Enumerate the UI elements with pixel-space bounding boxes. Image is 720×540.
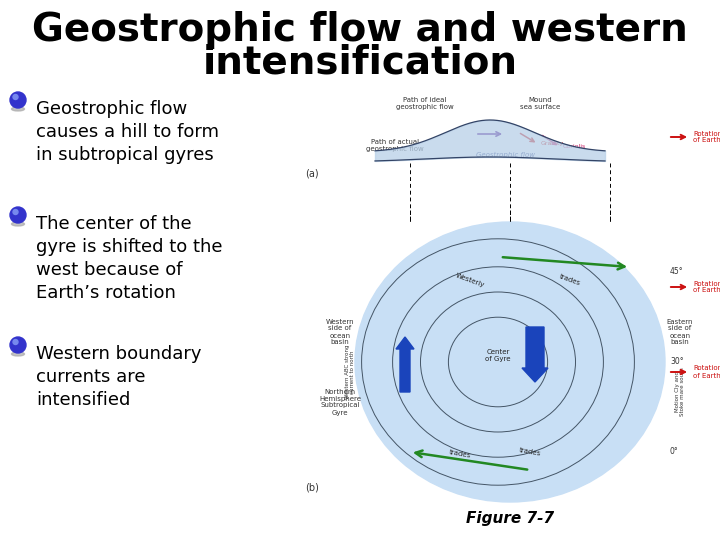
Text: Geostrophic flow and western: Geostrophic flow and western — [32, 11, 688, 49]
Text: trades: trades — [449, 449, 472, 459]
Text: Path of actual
geostrophic flow: Path of actual geostrophic flow — [366, 139, 424, 152]
Text: Westerly: Westerly — [455, 272, 485, 288]
Text: Path of ideal
geostrophic flow: Path of ideal geostrophic flow — [396, 97, 454, 110]
Circle shape — [10, 92, 26, 108]
Text: trades: trades — [559, 273, 582, 287]
Text: Rotation
of Earth: Rotation of Earth — [693, 366, 720, 379]
Circle shape — [13, 94, 18, 99]
Text: (b): (b) — [305, 483, 319, 493]
Text: Western
side of
ocean
basin: Western side of ocean basin — [325, 319, 354, 346]
Text: (a): (a) — [305, 169, 319, 179]
Text: trades: trades — [518, 447, 541, 457]
Text: Coriolis: Coriolis — [563, 145, 586, 150]
Text: Rotation
of Earth: Rotation of Earth — [693, 131, 720, 144]
Circle shape — [13, 340, 18, 345]
Text: Western boundary
currents are
intensified: Western boundary currents are intensifie… — [36, 345, 202, 409]
FancyArrow shape — [396, 337, 414, 392]
Text: intensification: intensification — [202, 43, 518, 81]
Text: Motion Cly and
Stoke mare south: Motion Cly and Stoke mare south — [675, 368, 685, 416]
Text: Mound
sea surface: Mound sea surface — [520, 97, 560, 110]
Text: 45°: 45° — [670, 267, 683, 276]
Text: Geostrophic flow: Geostrophic flow — [475, 152, 534, 158]
Text: Rotation
of Earth: Rotation of Earth — [693, 280, 720, 294]
Text: Figure 7-7: Figure 7-7 — [466, 510, 554, 525]
Ellipse shape — [12, 222, 24, 226]
Text: 30°: 30° — [670, 357, 683, 367]
Ellipse shape — [355, 222, 665, 502]
Text: Geostrophic flow
causes a hill to form
in subtropical gyres: Geostrophic flow causes a hill to form i… — [36, 100, 219, 164]
Ellipse shape — [12, 107, 24, 111]
Circle shape — [10, 337, 26, 353]
Text: 0°: 0° — [670, 448, 679, 456]
Text: Eastern
side of
ocean
basin: Eastern side of ocean basin — [667, 319, 693, 346]
Ellipse shape — [12, 352, 24, 356]
Text: Gravity: Gravity — [541, 141, 564, 146]
FancyArrow shape — [522, 327, 548, 382]
Text: Center
of Gyre: Center of Gyre — [485, 349, 510, 362]
Text: Western ABC strong
current to north: Western ABC strong current to north — [345, 345, 356, 399]
Text: Northern
Hemisphere
Subtropical
Gyre: Northern Hemisphere Subtropical Gyre — [319, 388, 361, 415]
Circle shape — [10, 207, 26, 223]
Circle shape — [13, 210, 18, 214]
Text: The center of the
gyre is shifted to the
west because of
Earth’s rotation: The center of the gyre is shifted to the… — [36, 215, 222, 302]
